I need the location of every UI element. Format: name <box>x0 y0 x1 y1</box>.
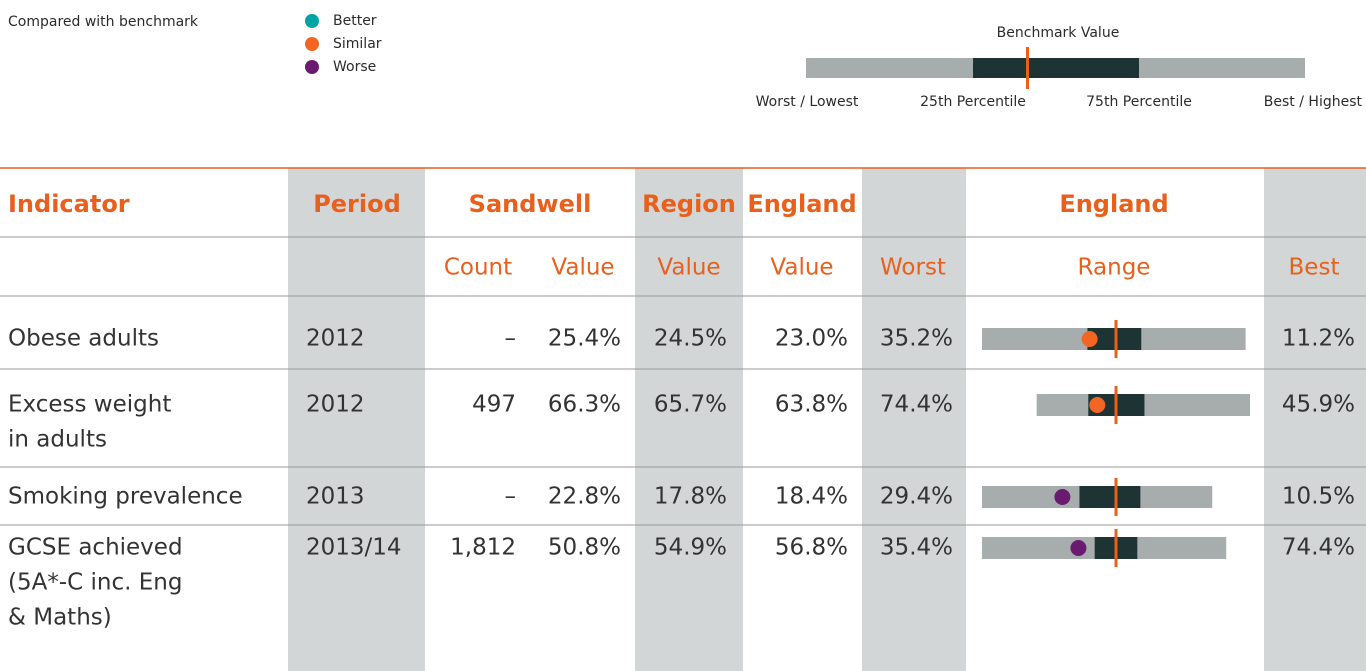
column-header: Region <box>642 190 736 218</box>
indicator: Obese adults <box>8 326 159 352</box>
legend-label: Similar <box>333 36 382 52</box>
england: 23.0% <box>775 326 848 352</box>
value: 50.8% <box>548 535 621 561</box>
column-shade <box>288 168 425 671</box>
worst: 35.2% <box>880 326 953 352</box>
column-header: England <box>1059 190 1168 218</box>
period: 2012 <box>306 326 365 352</box>
benchmark-line <box>1114 478 1118 516</box>
count: – <box>505 484 517 510</box>
legend-dot <box>305 37 319 51</box>
area-value-dot <box>1081 331 1098 347</box>
key-iqr <box>973 58 1139 78</box>
value: 25.4% <box>548 326 621 352</box>
value: 22.8% <box>548 484 621 510</box>
indicator: (5A*-C inc. Eng <box>8 570 182 596</box>
column-subheader: Count <box>444 255 512 281</box>
indicator: GCSE achieved <box>8 535 183 561</box>
column-subheader: Best <box>1289 255 1340 281</box>
period: 2012 <box>306 392 365 418</box>
period: 2013/14 <box>306 535 402 561</box>
region: 54.9% <box>654 535 727 561</box>
count: 497 <box>472 392 516 418</box>
region: 65.7% <box>654 392 727 418</box>
count: 1,812 <box>450 535 516 561</box>
column-header: England <box>747 190 856 218</box>
column-subheader: Range <box>1078 255 1151 281</box>
indicator: Smoking prevalence <box>8 484 243 510</box>
legend-dot <box>305 60 319 74</box>
benchmark-line <box>1114 320 1118 358</box>
best: 10.5% <box>1282 484 1355 510</box>
legend-dot <box>305 14 319 28</box>
iqr-bar <box>1079 486 1141 508</box>
column-subheader: Value <box>657 255 720 281</box>
worst: 35.4% <box>880 535 953 561</box>
area-value-dot <box>1054 489 1071 505</box>
column-subheader: Worst <box>880 255 946 281</box>
indicator: & Maths) <box>8 605 112 631</box>
column-subheader: Value <box>551 255 614 281</box>
column-subheader: Value <box>770 255 833 281</box>
key-title: Benchmark Value <box>997 25 1120 41</box>
iqr-bar <box>1087 328 1142 350</box>
best: 74.4% <box>1282 535 1355 561</box>
indicator: in adults <box>8 427 107 453</box>
region: 24.5% <box>654 326 727 352</box>
key-benchmark <box>1026 47 1029 89</box>
column-header: Period <box>313 190 401 218</box>
column-shade <box>862 168 966 671</box>
england: 18.4% <box>775 484 848 510</box>
indicator: Excess weight <box>8 392 171 418</box>
best: 45.9% <box>1282 392 1355 418</box>
area-value-dot <box>1070 540 1087 556</box>
best: 11.2% <box>1282 326 1355 352</box>
worst: 74.4% <box>880 392 953 418</box>
period: 2013 <box>306 484 365 510</box>
column-header: Indicator <box>8 190 130 218</box>
benchmark-line <box>1114 529 1118 567</box>
gray-columns <box>288 168 1366 671</box>
key-label: 75th Percentile <box>1086 94 1192 110</box>
region: 17.8% <box>654 484 727 510</box>
area-value-dot <box>1089 397 1106 413</box>
england: 56.8% <box>775 535 848 561</box>
legend-label: Better <box>333 13 377 29</box>
column-shade <box>635 168 743 671</box>
england: 63.8% <box>775 392 848 418</box>
legend-title: Compared with benchmark <box>8 14 199 30</box>
key-label: 25th Percentile <box>920 94 1026 110</box>
key-label: Worst / Lowest <box>756 94 859 110</box>
benchmark-line <box>1114 386 1118 424</box>
legend-label: Worse <box>333 59 376 75</box>
count: – <box>505 326 517 352</box>
key-label: Best / Highest <box>1264 94 1363 110</box>
column-shade <box>1264 168 1366 671</box>
value: 66.3% <box>548 392 621 418</box>
column-header: Sandwell <box>469 190 592 218</box>
worst: 29.4% <box>880 484 953 510</box>
